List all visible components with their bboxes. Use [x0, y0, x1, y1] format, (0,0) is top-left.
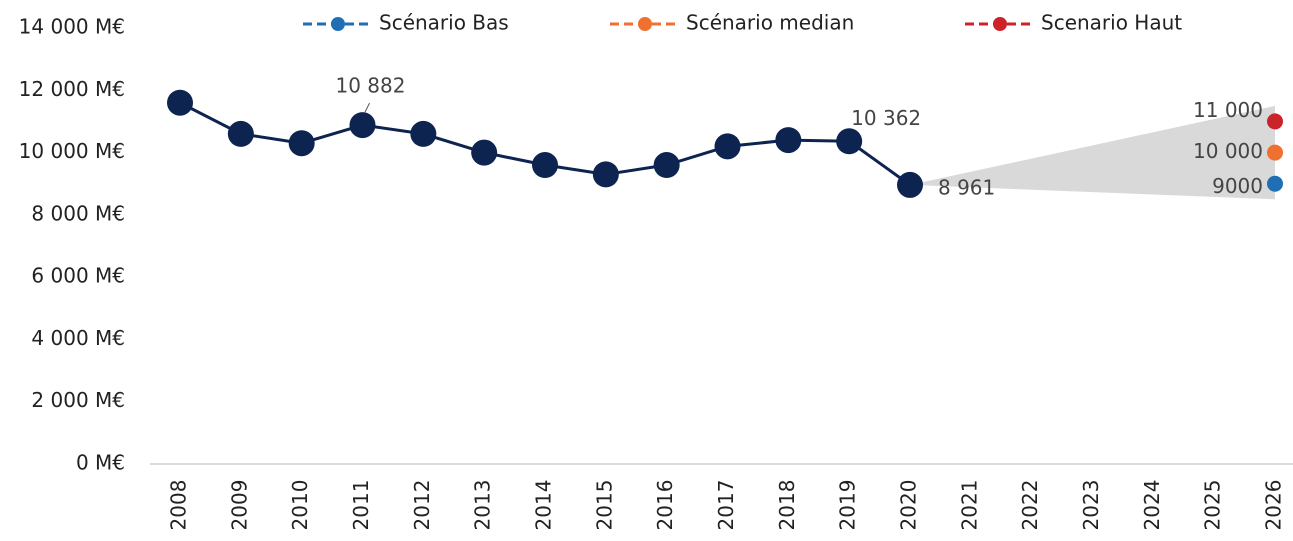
y-tick-label: 4 000 M€ [31, 326, 125, 350]
history-point [714, 133, 741, 160]
data-label: 9000 [1212, 174, 1263, 198]
history-point [410, 120, 437, 147]
x-tick-label: 2026 [1262, 480, 1286, 531]
y-tick-label: 2 000 M€ [31, 388, 125, 412]
x-tick-label: 2020 [897, 480, 921, 531]
history-point [532, 152, 558, 179]
y-tick-label: 6 000 M€ [31, 264, 125, 288]
legend-marker [331, 17, 345, 31]
history-point [775, 127, 802, 154]
x-tick-label: 2019 [836, 480, 860, 531]
history-point [167, 89, 193, 116]
scenario-point [1267, 175, 1283, 192]
scenario-point [1267, 144, 1283, 161]
y-tick-label: 8 000 M€ [31, 201, 125, 225]
data-label: 8 961 [938, 175, 995, 199]
leader-line [364, 102, 370, 114]
x-tick-label: 2016 [653, 480, 677, 531]
y-tick-label: 14 000 M€ [19, 15, 125, 39]
data-label: 10 882 [336, 74, 406, 98]
x-tick-label: 2015 [592, 480, 616, 531]
x-tick-label: 2010 [288, 480, 312, 531]
scenario-fan [910, 105, 1275, 200]
x-tick-label: 2024 [1140, 480, 1164, 531]
legend-marker [638, 17, 652, 31]
x-tick-label: 2011 [349, 480, 373, 531]
x-tick-label: 2023 [1079, 480, 1103, 531]
y-tick-label: 10 000 M€ [19, 139, 125, 163]
x-tick-label: 2012 [410, 480, 434, 531]
data-label: 11 000 [1193, 98, 1263, 122]
history-point [897, 171, 923, 198]
x-tick-label: 2025 [1201, 480, 1225, 531]
x-tick-label: 2014 [532, 480, 556, 531]
x-tick-label: 2017 [714, 480, 738, 531]
history-point [227, 120, 254, 147]
x-tick-label: 2013 [471, 480, 495, 531]
legend-label: Scénario median [686, 11, 854, 35]
history-point [836, 128, 863, 155]
data-label: 10 000 [1193, 139, 1263, 163]
history-point [349, 112, 376, 139]
history-point [653, 152, 680, 179]
x-tick-label: 2018 [775, 480, 799, 531]
data-label: 10 362 [851, 106, 921, 130]
y-tick-label: 12 000 M€ [19, 77, 125, 101]
legend-label: Scénario Bas [379, 11, 509, 35]
scenario-point [1267, 113, 1283, 130]
x-tick-label: 2021 [957, 480, 981, 531]
legend-label: Scenario Haut [1041, 11, 1182, 35]
history-point [471, 139, 498, 166]
legend-marker [993, 17, 1007, 31]
history-point [592, 161, 619, 188]
history-point [288, 130, 315, 157]
y-tick-label: 0 M€ [76, 451, 125, 475]
x-tick-label: 2008 [167, 480, 191, 531]
x-tick-label: 2022 [1018, 480, 1042, 531]
x-tick-label: 2009 [227, 480, 251, 531]
